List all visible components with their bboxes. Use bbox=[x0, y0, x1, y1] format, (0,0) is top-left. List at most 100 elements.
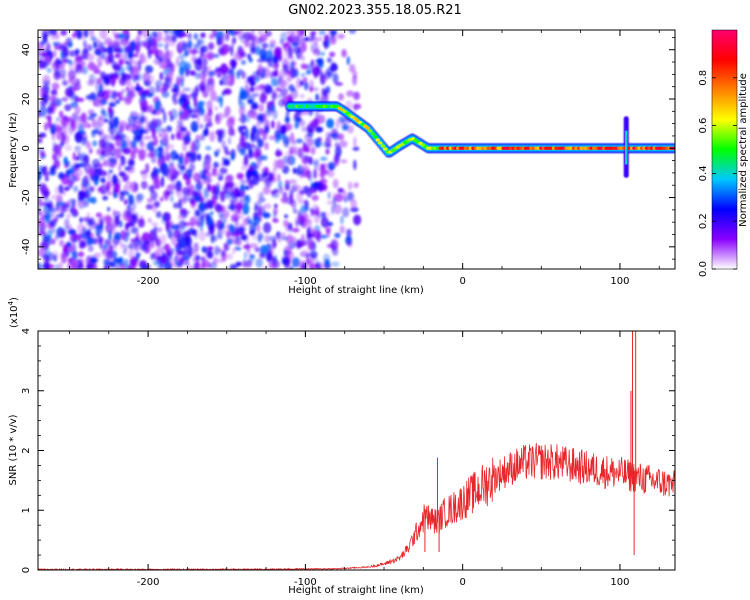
noise-blob bbox=[326, 38, 331, 48]
noise-blob bbox=[342, 207, 350, 218]
noise-blob bbox=[53, 144, 62, 155]
noise-blob bbox=[313, 168, 318, 180]
noise-blob bbox=[120, 40, 128, 46]
noise-blob bbox=[347, 241, 353, 248]
noise-blob bbox=[184, 235, 191, 247]
snr-ytick-label: 1 bbox=[21, 507, 32, 513]
noise-blob bbox=[318, 30, 326, 36]
noise-blob bbox=[54, 185, 59, 196]
noise-blob bbox=[119, 229, 127, 241]
noise-blob bbox=[309, 250, 318, 259]
noise-blob bbox=[73, 185, 79, 193]
noise-blob bbox=[129, 181, 139, 193]
noise-blob bbox=[247, 53, 251, 60]
snr-scale-label: (x104) bbox=[7, 297, 20, 328]
noise-blob bbox=[183, 140, 190, 146]
noise-blob bbox=[220, 250, 226, 258]
noise-blob bbox=[140, 264, 147, 269]
noise-blob bbox=[87, 115, 94, 121]
noise-blob bbox=[107, 171, 111, 183]
noise-blob bbox=[134, 74, 140, 81]
noise-blob bbox=[198, 230, 206, 242]
noise-blob bbox=[288, 179, 297, 185]
noise-blob bbox=[96, 224, 104, 229]
noise-blob bbox=[220, 63, 228, 75]
noise-blob bbox=[302, 141, 307, 147]
noise-blob bbox=[189, 163, 196, 172]
noise-blob bbox=[60, 30, 68, 36]
noise-blob bbox=[154, 125, 163, 134]
noise-blob bbox=[105, 46, 113, 54]
colorbar-ramp bbox=[711, 29, 738, 270]
noise-blob bbox=[98, 138, 105, 150]
noise-blob bbox=[86, 188, 93, 195]
noise-blob bbox=[97, 77, 102, 85]
noise-blob bbox=[353, 91, 361, 101]
noise-blob bbox=[169, 114, 174, 122]
noise-blob bbox=[160, 176, 165, 188]
noise-blob bbox=[147, 152, 155, 158]
noise-blob bbox=[98, 83, 104, 94]
spectrogram-ytick-label: -20 bbox=[21, 189, 32, 205]
noise-blob bbox=[106, 146, 114, 152]
noise-blob bbox=[272, 55, 279, 64]
noise-blob bbox=[261, 171, 268, 179]
noise-blob bbox=[46, 43, 51, 49]
noise-blob bbox=[147, 184, 154, 192]
noise-blob bbox=[274, 129, 281, 141]
noise-blob bbox=[322, 253, 331, 262]
noise-blob bbox=[292, 208, 297, 214]
noise-blob bbox=[102, 110, 108, 119]
noise-blob bbox=[185, 133, 191, 141]
noise-blob bbox=[82, 226, 87, 238]
noise-blob bbox=[178, 53, 186, 60]
noise-blob bbox=[327, 222, 334, 227]
noise-blob bbox=[310, 147, 316, 155]
snr-xtick-label: -200 bbox=[137, 577, 160, 588]
noise-blob bbox=[320, 216, 329, 228]
noise-blob bbox=[277, 94, 283, 99]
noise-blob bbox=[239, 113, 247, 124]
noise-blob bbox=[334, 193, 343, 203]
noise-blob bbox=[177, 250, 186, 256]
colorbar-tick-label: 0.2 bbox=[698, 213, 709, 229]
noise-blob bbox=[279, 125, 287, 135]
noise-blob bbox=[334, 152, 339, 163]
noise-blob bbox=[170, 133, 175, 141]
noise-blob bbox=[146, 197, 153, 203]
noise-blob bbox=[62, 46, 69, 58]
noise-blob bbox=[212, 256, 218, 266]
noise-blob bbox=[240, 233, 248, 242]
noise-blob bbox=[240, 184, 244, 193]
noise-blob bbox=[91, 117, 96, 128]
snr-panel: -200 -100 0 100 0 1 2 3 4 Height of straight lin… bbox=[7, 297, 676, 596]
noise-blob bbox=[151, 117, 156, 129]
noise-blob bbox=[158, 147, 165, 159]
noise-blob bbox=[200, 256, 206, 262]
noise-blob bbox=[49, 219, 57, 228]
noise-blob bbox=[224, 105, 231, 116]
noise-blob bbox=[83, 30, 89, 38]
noise-blob bbox=[207, 121, 213, 128]
noise-blob bbox=[213, 245, 220, 256]
noise-blob bbox=[292, 167, 297, 174]
noise-blob bbox=[259, 48, 267, 60]
noise-blob bbox=[97, 49, 103, 58]
noise-blob bbox=[307, 233, 312, 241]
noise-blob bbox=[150, 240, 155, 249]
noise-blob bbox=[153, 45, 158, 53]
noise-blob bbox=[234, 217, 239, 229]
noise-blob bbox=[240, 130, 246, 137]
noise-blob bbox=[206, 51, 215, 61]
noise-blob bbox=[40, 52, 49, 57]
noise-blob bbox=[133, 135, 142, 142]
noise-blob bbox=[254, 37, 258, 47]
noise-blob bbox=[161, 214, 168, 225]
noise-blob bbox=[184, 154, 189, 166]
noise-blob bbox=[194, 209, 201, 217]
noise-blob bbox=[311, 194, 319, 201]
noise-blob bbox=[218, 222, 225, 230]
noise-blob bbox=[199, 133, 205, 141]
noise-blob bbox=[217, 73, 222, 78]
